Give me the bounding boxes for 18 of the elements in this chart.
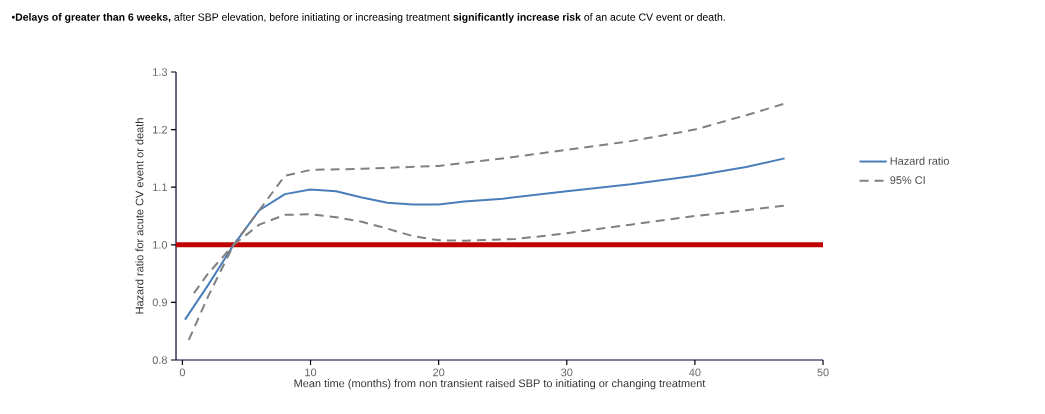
y-tick-label: 1.0: [153, 240, 168, 249]
chart-title: •Delays of greater than 6 weeks, after SBP elevation, before initiating or increasing treatment significantly increase risk of an acute CV event or death.: [11, 13, 725, 23]
y-tick-label: 1.2: [153, 125, 167, 134]
x-tick-label: 30: [561, 368, 573, 377]
y-tick-label: 1.1: [153, 183, 167, 191]
legend-label: 95% CI: [890, 176, 925, 185]
y-tick-label: 0.8: [152, 356, 167, 364]
x-tick-label: 20: [433, 368, 445, 377]
x-tick-label: 40: [689, 368, 701, 377]
x-tick-label: 0: [179, 368, 186, 377]
line-series: [183, 157, 786, 321]
x-tick-label: 10: [305, 368, 317, 377]
legend-label: Hazard ratio: [890, 156, 949, 165]
y-axis-title: Hazard ratio for acute CV event or death: [135, 118, 144, 314]
y-tick-label: 1.3: [153, 68, 167, 76]
y-tick-label: 0.9: [152, 298, 167, 307]
x-tick-label: 50: [817, 368, 829, 377]
x-axis-title: Mean time (months) from non transient raised SBP to initiating or changing treatment: [294, 379, 706, 390]
